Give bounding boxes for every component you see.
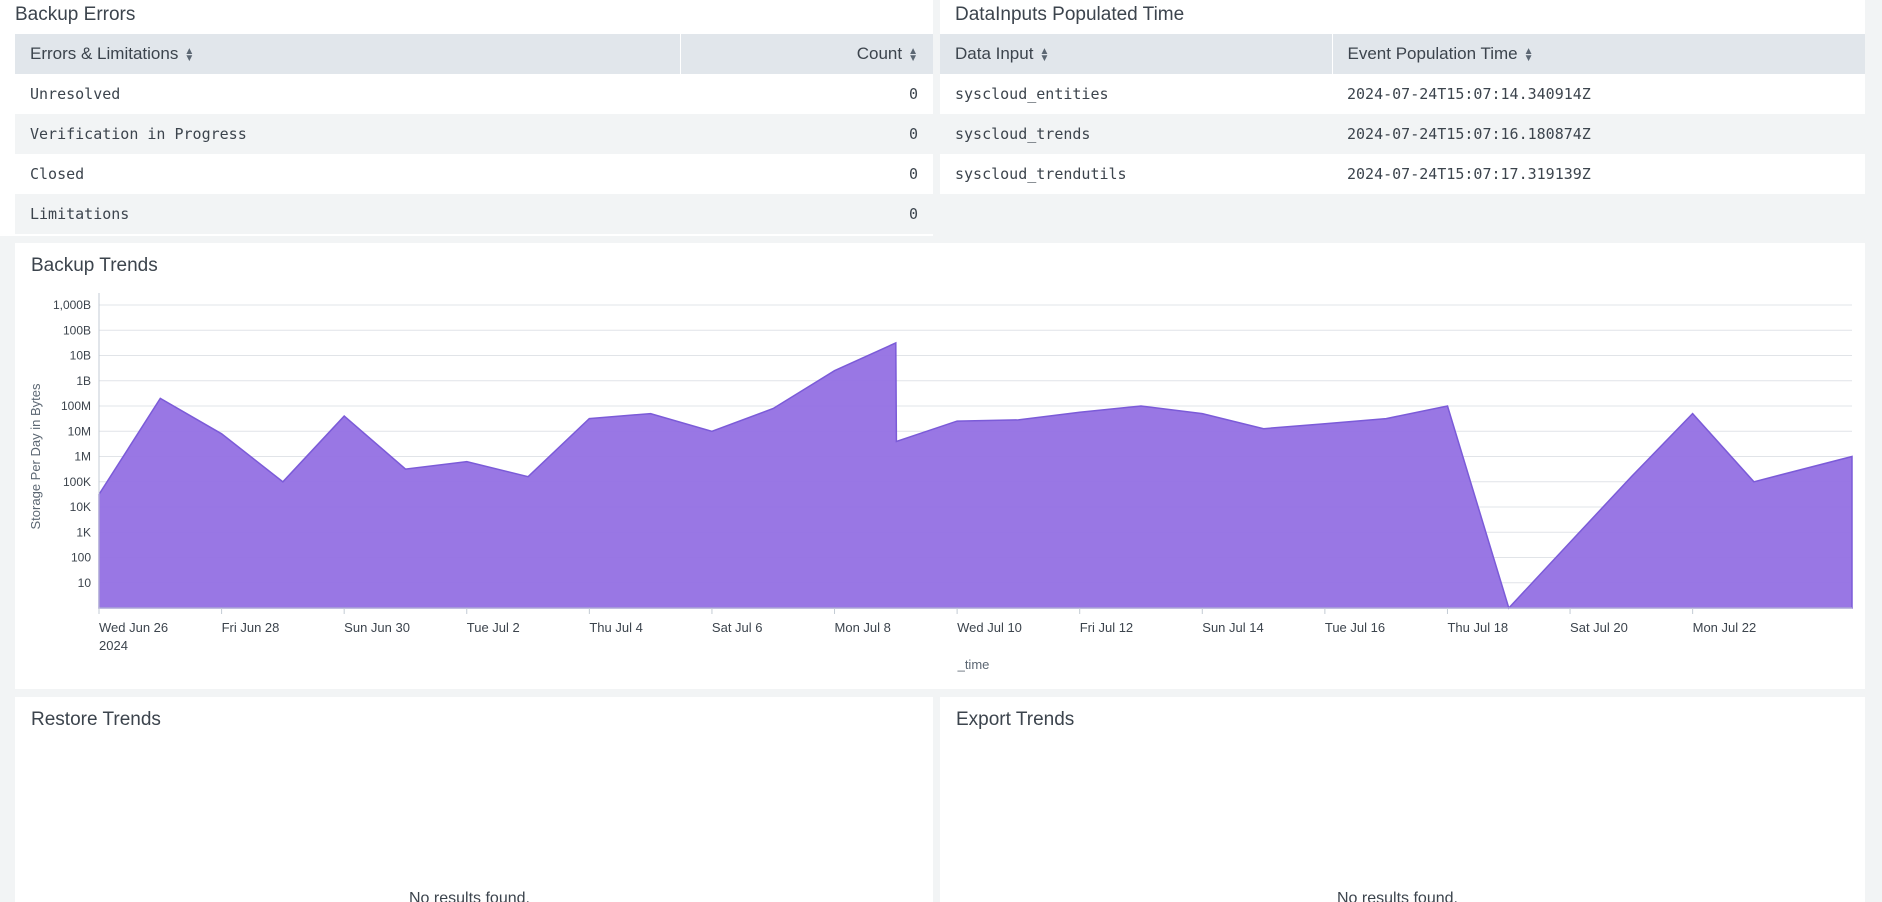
y-tick-label: 100M	[61, 399, 91, 413]
x-tick-label: Wed Jun 26	[99, 620, 168, 635]
x-tick-label: Mon Jul 8	[835, 620, 891, 635]
y-axis-title: Storage Per Day in Bytes	[28, 383, 43, 529]
x-tick-label: Sat Jul 20	[1570, 620, 1628, 635]
y-tick-label: 100	[71, 551, 91, 565]
row-count: 0	[680, 194, 933, 234]
y-tick-label: 1K	[76, 525, 91, 539]
x-tick-label: Thu Jul 18	[1447, 620, 1508, 635]
datainputs-title: DataInputs Populated Time	[955, 4, 1185, 25]
datainputs-panel: DataInputs Populated Time Data Input ▲ ▼ E…	[940, 0, 1865, 236]
table-row[interactable]: Unresolved 0	[15, 74, 933, 114]
export-trends-panel: Export Trends No results found.	[940, 697, 1865, 902]
table-row[interactable]: syscloud_entities 2024-07-24T15:07:14.34…	[940, 74, 1865, 114]
backup-errors-panel: Backup Errors Errors & Limitations ▲ ▼ Cou…	[0, 0, 933, 236]
x-tick-label: Fri Jun 28	[222, 620, 280, 635]
column-header-event-time[interactable]: Event Population Time ▲ ▼	[1332, 34, 1865, 74]
row-data-input: syscloud_trendutils	[940, 154, 1332, 194]
table-row[interactable]: syscloud_trends 2024-07-24T15:07:16.1808…	[940, 114, 1865, 154]
x-tick-sublabel: 2024	[99, 638, 128, 653]
row-event-time: 2024-07-24T15:07:14.340914Z	[1332, 74, 1865, 114]
column-header-data-input[interactable]: Data Input ▲ ▼	[940, 34, 1333, 74]
backup-errors-table: Errors & Limitations ▲ ▼ Count ▲ ▼ Unresolve…	[15, 34, 933, 234]
datainputs-table: Data Input ▲ ▼ Event Population Time ▲ ▼ sys…	[940, 34, 1865, 194]
restore-no-results: No results found.	[409, 890, 530, 902]
row-count: 0	[680, 74, 933, 114]
x-tick-label: Sun Jul 14	[1202, 620, 1263, 635]
column-header-errors[interactable]: Errors & Limitations ▲ ▼	[15, 34, 681, 74]
table-row[interactable]: Limitations 0	[15, 194, 933, 234]
y-tick-label: 10B	[70, 349, 91, 363]
export-no-results: No results found.	[1337, 890, 1458, 902]
restore-trends-title: Restore Trends	[31, 709, 161, 730]
y-tick-label: 1B	[76, 374, 91, 388]
sort-icon[interactable]: ▲ ▼	[1523, 45, 1534, 64]
y-tick-label: 1M	[74, 450, 91, 464]
x-tick-label: Sun Jun 30	[344, 620, 410, 635]
restore-trends-panel: Restore Trends No results found.	[15, 697, 933, 902]
y-tick-label: 10	[78, 576, 92, 590]
row-count: 0	[680, 114, 933, 154]
y-tick-label: 100B	[63, 323, 91, 337]
table-row[interactable]: Verification in Progress 0	[15, 114, 933, 154]
backup-trends-panel: Backup Trends 10 100 1K 10K 100K 1M 10M 100M 1B 1…	[15, 243, 1865, 689]
y-tick-label: 1,000B	[53, 298, 91, 312]
sort-icon[interactable]: ▲ ▼	[184, 45, 195, 64]
x-tick-label: Tue Jul 16	[1325, 620, 1385, 635]
x-axis-title: _time	[957, 657, 990, 672]
backup-errors-title: Backup Errors	[15, 4, 136, 25]
row-data-input: syscloud_trends	[940, 114, 1332, 154]
x-tick-label: Tue Jul 2	[467, 620, 520, 635]
row-label: Unresolved	[15, 74, 680, 114]
sort-icon[interactable]: ▲ ▼	[1039, 45, 1050, 64]
column-header-count[interactable]: Count ▲ ▼	[680, 34, 933, 74]
row-event-time: 2024-07-24T15:07:17.319139Z	[1332, 154, 1865, 194]
row-label: Closed	[15, 154, 680, 194]
row-event-time: 2024-07-24T15:07:16.180874Z	[1332, 114, 1865, 154]
backup-trends-title: Backup Trends	[31, 255, 158, 276]
y-tick-label: 100K	[63, 475, 91, 489]
x-tick-label: Thu Jul 4	[589, 620, 642, 635]
y-tick-label: 10K	[70, 500, 91, 514]
row-label: Verification in Progress	[15, 114, 680, 154]
series-area	[98, 341, 1853, 610]
backup-trends-chart[interactable]: 10 100 1K 10K 100K 1M 10M 100M 1B 10B 100B 1,000B We…	[15, 243, 1865, 689]
sort-icon[interactable]: ▲ ▼	[908, 45, 918, 64]
export-trends-title: Export Trends	[956, 709, 1075, 730]
x-tick-label: Fri Jul 12	[1080, 620, 1133, 635]
row-count: 0	[680, 154, 933, 194]
table-row[interactable]: syscloud_trendutils 2024-07-24T15:07:17.…	[940, 154, 1865, 194]
x-tick-label: Sat Jul 6	[712, 620, 763, 635]
row-label: Limitations	[15, 194, 680, 234]
row-data-input: syscloud_entities	[940, 74, 1332, 114]
y-tick-label: 10M	[68, 424, 91, 438]
table-row[interactable]: Closed 0	[15, 154, 933, 194]
x-tick-label: Wed Jul 10	[957, 620, 1022, 635]
x-tick-label: Mon Jul 22	[1693, 620, 1757, 635]
